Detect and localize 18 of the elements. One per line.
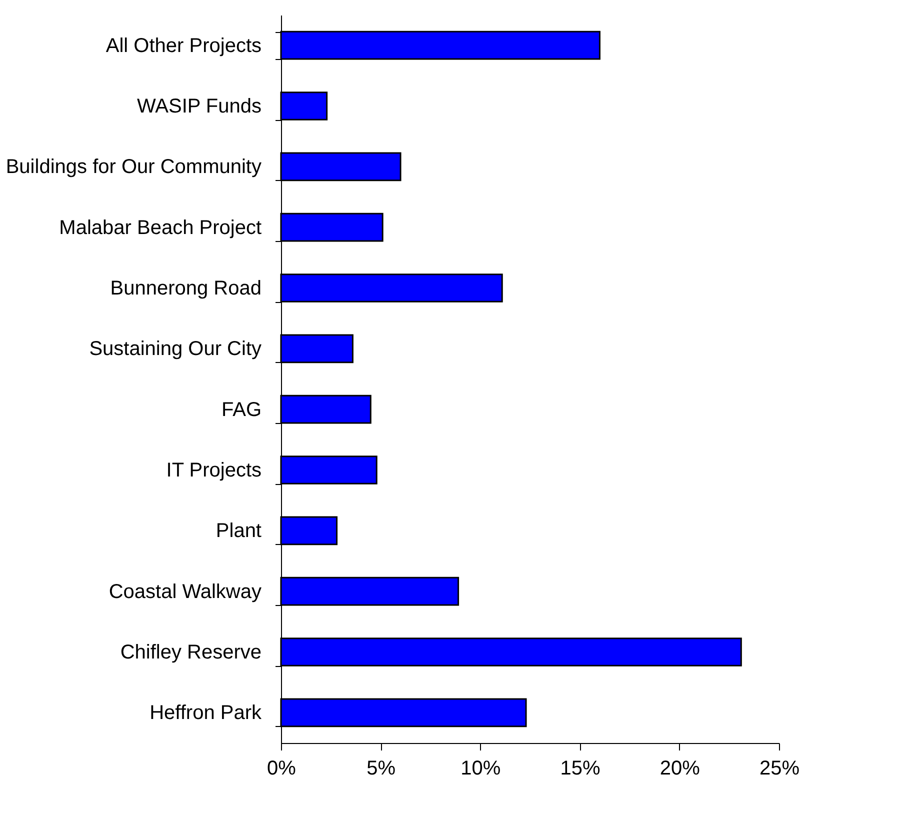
y-tick-label: All Other Projects [106,34,262,57]
x-tick-label: 0% [267,758,296,780]
y-tick-label: IT Projects [166,460,262,482]
y-tick-label: FAG [221,398,262,421]
y-tick-label: Malabar Beach Project [59,216,262,239]
y-tick-label: Coastal Walkway [108,580,262,603]
y-tick-label: Buildings for Our Community [6,156,262,178]
y-tick-label: Sustaining Our City [89,338,262,360]
y-tick-label: Chifley Reserve [120,642,262,664]
y-tick-label: Plant [216,520,262,542]
y-tick-label: Heffron Park [150,702,262,724]
y-tick-label: WASIP Funds [137,96,262,118]
x-tick-label: 15% [560,758,601,780]
x-tick-label: 25% [759,758,800,780]
x-tick-label: 5% [366,758,396,780]
x-tick-label: 10% [460,758,501,780]
x-tick-label: 20% [660,758,700,780]
y-tick-label: Bunnerong Road [110,278,262,300]
